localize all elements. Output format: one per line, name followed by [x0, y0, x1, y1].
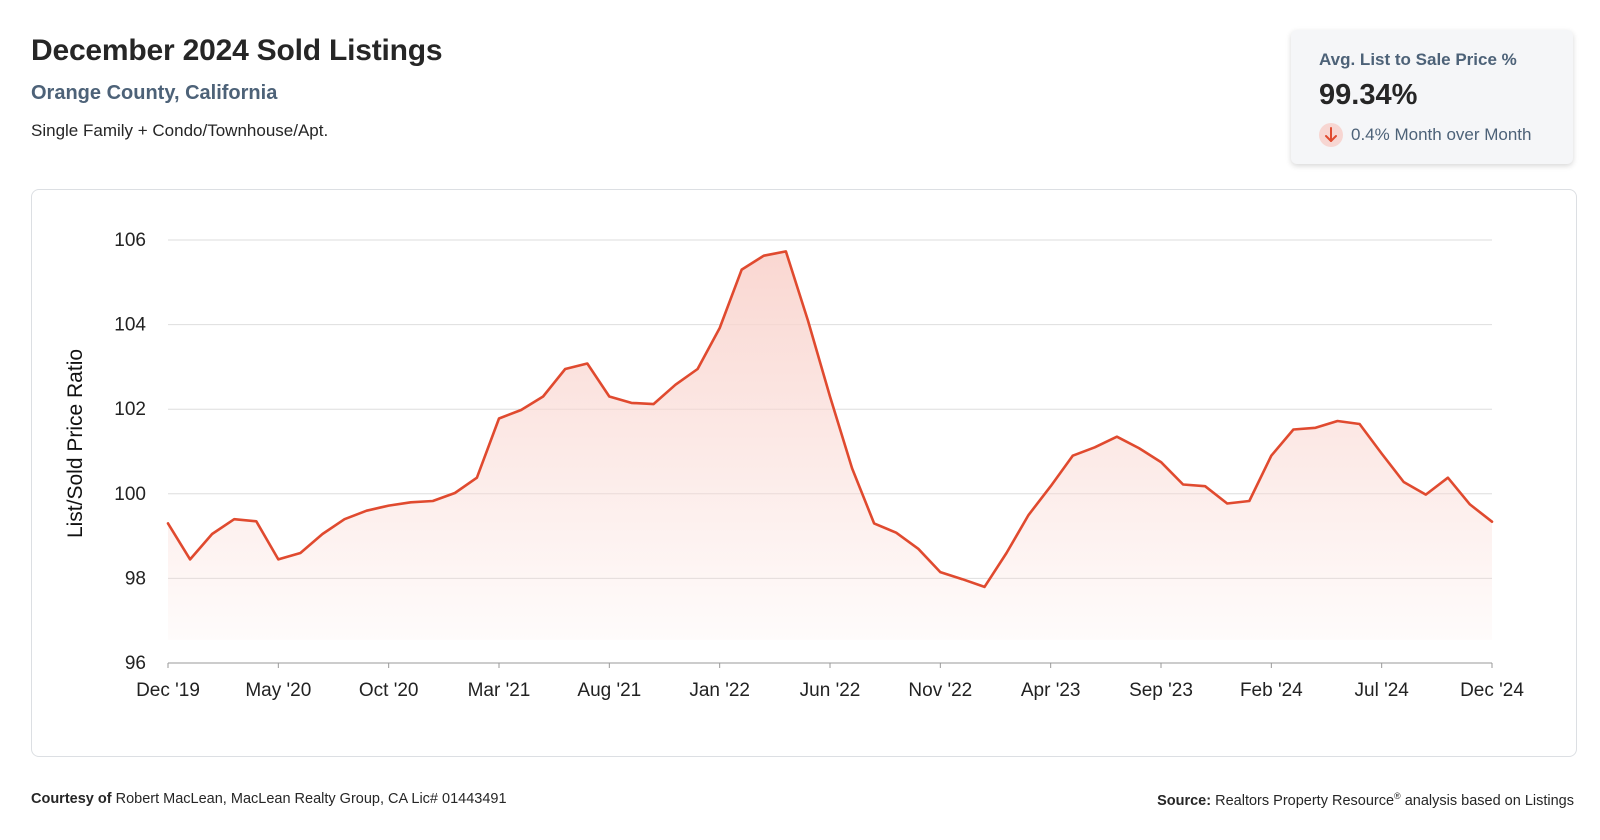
source-text-suffix: analysis based on Listings	[1400, 792, 1574, 809]
y-axis-label: List/Sold Price Ratio	[64, 349, 87, 538]
x-tick-label: Dec '24	[1460, 680, 1524, 701]
chart-container: 96 98 100 102 104 106 List/Sold Price Ratio Dec…	[31, 189, 1577, 757]
y-tick-label: 96	[125, 653, 146, 674]
y-tick-label: 98	[125, 568, 146, 589]
series-area	[168, 251, 1492, 640]
footer-courtesy: Courtesy of Robert MacLean, MacLean Real…	[31, 791, 507, 807]
x-tick-label: Aug '21	[577, 680, 641, 701]
x-tick-label: Jul '24	[1355, 680, 1410, 701]
x-tick-label: Nov '22	[908, 680, 972, 701]
x-tick-label: Jan '22	[689, 680, 750, 701]
property-type-label: Single Family + Condo/Townhouse/Apt.	[31, 121, 329, 140]
courtesy-text: Robert MacLean, MacLean Realty Group, CA…	[115, 791, 507, 807]
kpi-change: 0.4% Month over Month	[1319, 123, 1531, 147]
kpi-change-text: 0.4% Month over Month	[1351, 125, 1532, 144]
source-text: Realtors Property Resource	[1215, 792, 1395, 809]
x-tick-label: Dec '19	[136, 680, 200, 701]
location-subtitle: Orange County, California	[31, 82, 278, 104]
y-tick-label: 102	[114, 399, 146, 420]
x-tick-label: Jun '22	[800, 680, 861, 701]
y-tick-label: 106	[114, 230, 146, 251]
x-tick-label: Mar '21	[468, 680, 531, 701]
kpi-value: 99.34%	[1319, 79, 1418, 111]
y-tick-label: 100	[114, 484, 146, 505]
x-tick-label: Oct '20	[359, 680, 419, 701]
x-tick-label: Feb '24	[1240, 680, 1303, 701]
y-tick-label: 104	[114, 315, 146, 336]
x-tick-label: Apr '23	[1021, 680, 1081, 701]
registered-mark: ®	[1394, 791, 1401, 801]
source-label: Source:	[1157, 792, 1212, 809]
series-line	[166, 250, 1494, 589]
kpi-label: Avg. List to Sale Price %	[1319, 50, 1517, 69]
page-title: December 2024 Sold Listings	[31, 34, 443, 67]
kpi-card: Avg. List to Sale Price % 99.34% 0.4% Mo…	[1291, 30, 1573, 164]
x-tick-label: May '20	[245, 680, 311, 701]
x-tick-label: Sep '23	[1129, 680, 1193, 701]
list-sold-ratio-chart: 96 98 100 102 104 106 List/Sold Price Ratio Dec…	[64, 230, 1524, 701]
footer-source: Source: Realtors Property Resource® anal…	[1157, 791, 1574, 809]
courtesy-label: Courtesy of	[31, 791, 112, 807]
arrow-down-icon	[1319, 123, 1343, 147]
